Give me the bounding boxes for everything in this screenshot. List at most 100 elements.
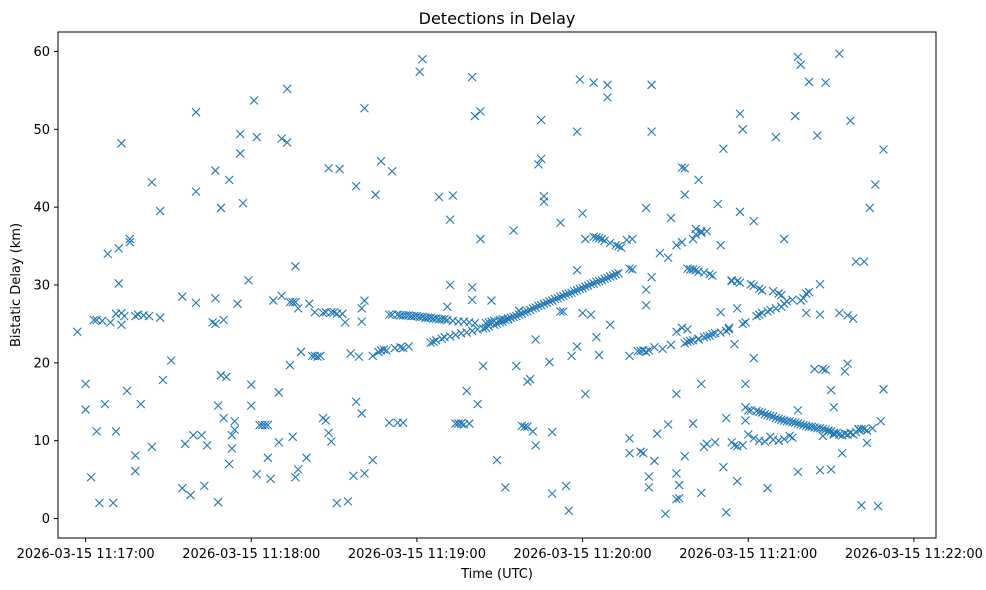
data-point-marker — [249, 96, 259, 105]
data-point-marker — [572, 127, 582, 137]
data-point-marker — [788, 295, 797, 305]
data-point-marker — [462, 386, 472, 396]
data-point-marker — [760, 437, 770, 446]
data-point-marker — [575, 284, 585, 294]
data-point-marker — [445, 215, 455, 224]
data-point-marker — [627, 265, 637, 274]
data-point-marker — [572, 286, 582, 295]
data-point-marker — [605, 238, 615, 248]
data-point-marker — [724, 323, 734, 333]
data-point-marker — [859, 257, 869, 267]
data-point-marker — [395, 342, 405, 352]
data-point-marker — [754, 407, 764, 417]
y-tick-label: 60 — [33, 45, 50, 60]
data-point-marker — [539, 197, 549, 207]
data-point-marker — [97, 316, 107, 326]
data-point-marker — [699, 332, 709, 342]
data-point-marker — [614, 241, 623, 251]
data-point-marker — [677, 237, 687, 247]
data-point-marker — [793, 52, 803, 62]
data-point-marker — [829, 402, 839, 412]
data-point-marker — [545, 357, 554, 367]
plot-frame — [57, 31, 937, 539]
data-point-marker — [478, 361, 488, 371]
data-point-marker — [274, 437, 284, 447]
data-point-marker — [672, 327, 681, 337]
data-point-marker — [324, 163, 333, 173]
data-point-marker — [672, 468, 681, 478]
data-point-marker — [592, 332, 601, 342]
data-point-marker — [594, 350, 604, 360]
data-point-marker — [536, 300, 546, 310]
data-point-marker — [503, 314, 513, 324]
data-point-marker — [238, 198, 248, 208]
data-point-marker — [122, 386, 132, 396]
data-point-marker — [371, 190, 380, 200]
data-point-marker — [644, 483, 654, 492]
data-point-marker — [776, 415, 786, 425]
data-point-marker — [398, 343, 408, 353]
data-point-marker — [644, 472, 654, 481]
data-point-marker — [246, 380, 256, 390]
data-point-marker — [315, 351, 325, 361]
data-point-marker — [749, 433, 759, 443]
data-point-marker — [818, 364, 828, 374]
y-axis-title: Bistatic Delay (km) — [9, 223, 24, 347]
data-point-marker — [326, 307, 336, 317]
x-tick-label: 2026-03-15 11:20:00 — [514, 547, 652, 562]
data-point-marker — [680, 190, 690, 200]
data-point-marker — [564, 289, 574, 298]
data-point-marker — [614, 268, 623, 278]
data-point-marker — [763, 307, 772, 316]
data-point-marker — [539, 299, 549, 309]
data-point-marker — [462, 328, 472, 337]
data-point-marker — [760, 409, 770, 419]
data-point-marker — [627, 234, 637, 244]
data-point-marker — [638, 448, 648, 458]
data-point-marker — [705, 331, 714, 340]
data-point-marker — [749, 216, 759, 226]
x-tick-label: 2026-03-15 11:17:00 — [17, 547, 155, 562]
data-point-marker — [741, 379, 750, 389]
data-point-marker — [252, 469, 262, 479]
data-point-marker — [556, 218, 565, 228]
data-point-marker — [95, 498, 104, 508]
data-point-marker — [666, 340, 676, 350]
data-point-marker — [834, 308, 844, 318]
data-point-marker — [735, 207, 745, 217]
data-point-marker — [658, 344, 668, 354]
data-point-marker — [442, 302, 452, 312]
data-point-marker — [191, 187, 201, 196]
data-point-marker — [340, 317, 350, 327]
data-point-marker — [556, 292, 565, 302]
data-point-marker — [313, 352, 322, 362]
data-point-marker — [440, 314, 449, 324]
data-point-marker — [506, 313, 516, 323]
data-point-marker — [763, 410, 772, 420]
data-point-marker — [707, 271, 717, 281]
data-point-marker — [616, 243, 626, 253]
data-point-marker — [418, 54, 427, 64]
data-point-marker — [500, 483, 510, 492]
data-point-marker — [227, 430, 237, 440]
data-point-marker — [324, 428, 333, 438]
data-point-marker — [746, 279, 756, 289]
y-tick-label: 20 — [33, 356, 50, 371]
data-point-marker — [186, 490, 195, 500]
data-point-marker — [498, 317, 507, 326]
data-point-marker — [592, 233, 601, 242]
data-point-marker — [484, 317, 494, 327]
data-point-marker — [719, 462, 728, 472]
data-point-marker — [199, 481, 209, 491]
data-point-marker — [509, 226, 518, 235]
data-point-marker — [528, 426, 538, 436]
data-point-marker — [721, 413, 731, 423]
data-point-marker — [357, 303, 367, 313]
data-point-marker — [589, 279, 599, 288]
data-point-marker — [625, 433, 634, 443]
data-point-marker — [451, 330, 460, 340]
data-point-marker — [547, 489, 557, 499]
data-point-marker — [158, 375, 168, 385]
data-point-marker — [757, 286, 767, 295]
data-point-marker — [592, 277, 601, 287]
